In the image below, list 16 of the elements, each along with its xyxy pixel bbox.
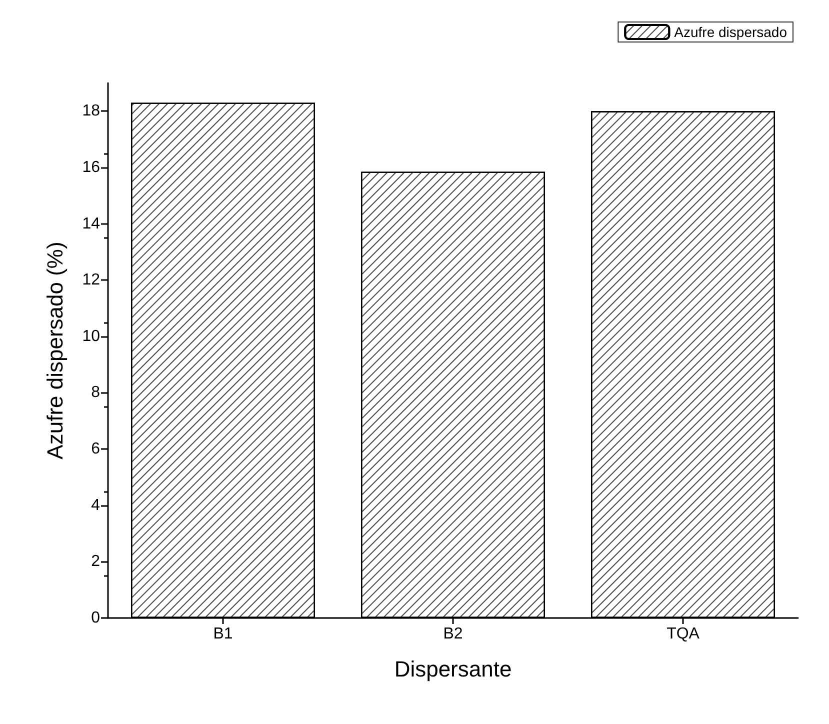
y-tick-label: 18 [82,102,100,120]
y-tick-label: 4 [91,496,100,514]
y-tick-label: 14 [82,215,100,232]
y-tick-label: 12 [82,272,100,289]
legend-label: Azufre dispersado [674,24,788,40]
x-tick-label: B1 [213,626,233,642]
y-tick-label: 2 [91,553,100,570]
x-tick-label: TQA [666,626,700,642]
y-axis-title: Azufre dispersado (%) [42,242,68,460]
y-tick-label: 0 [91,610,100,626]
y-tick-label: 8 [91,384,100,402]
y-tick-label: 16 [82,158,100,176]
x-tick-label: B2 [443,626,463,642]
x-axis-title: Dispersante [394,656,512,682]
y-tick-label: 6 [91,440,100,458]
y-tick-label: 10 [82,328,100,345]
